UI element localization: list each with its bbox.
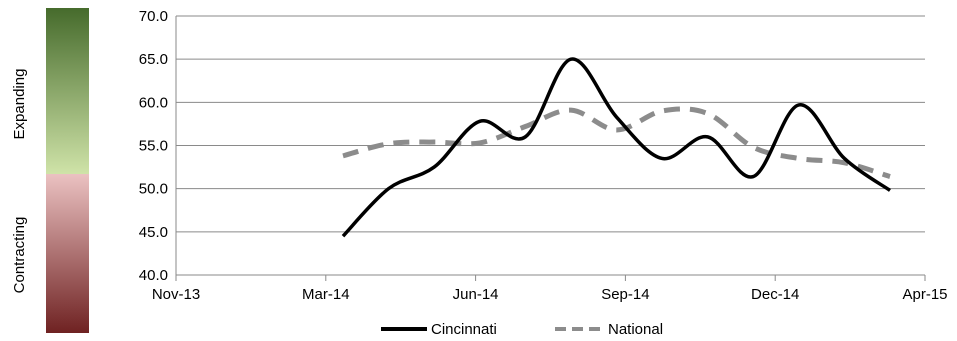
contracting-band [46, 174, 89, 333]
series-line-national [342, 106, 891, 179]
legend-label-national: National [608, 321, 663, 338]
gridlines [176, 15, 925, 276]
legend: Cincinnati National [381, 321, 663, 338]
series-line-cincinnati [341, 57, 892, 238]
series-layer [341, 57, 892, 238]
expanding-label: Expanding [11, 69, 28, 140]
y-axis: 40.0 45.0 50.0 55.0 60.0 65.0 70.0 [139, 8, 177, 284]
x-tick-label: Mar-14 [302, 286, 350, 303]
y-tick-label: 60.0 [139, 94, 168, 111]
y-tick-label: 50.0 [139, 181, 168, 198]
side-scale: Expanding Contracting [11, 8, 89, 333]
contracting-label: Contracting [11, 217, 28, 294]
x-tick-label: Sep-14 [601, 286, 649, 303]
y-tick-label: 45.0 [139, 224, 168, 241]
y-tick-label: 55.0 [139, 138, 168, 155]
y-tick-label: 40.0 [139, 267, 168, 284]
y-tick-label: 70.0 [139, 8, 168, 25]
expanding-band [46, 8, 89, 174]
x-tick-label: Apr-15 [902, 286, 947, 303]
x-tick-label: Jun-14 [453, 286, 499, 303]
x-tick-label: Nov-13 [152, 286, 200, 303]
legend-label-cincinnati: Cincinnati [431, 321, 497, 338]
y-tick-label: 65.0 [139, 51, 168, 68]
x-axis: Nov-13 Mar-14 Jun-14 Sep-14 Dec-14 Apr-15 [152, 274, 948, 303]
x-tick-label: Dec-14 [751, 286, 799, 303]
